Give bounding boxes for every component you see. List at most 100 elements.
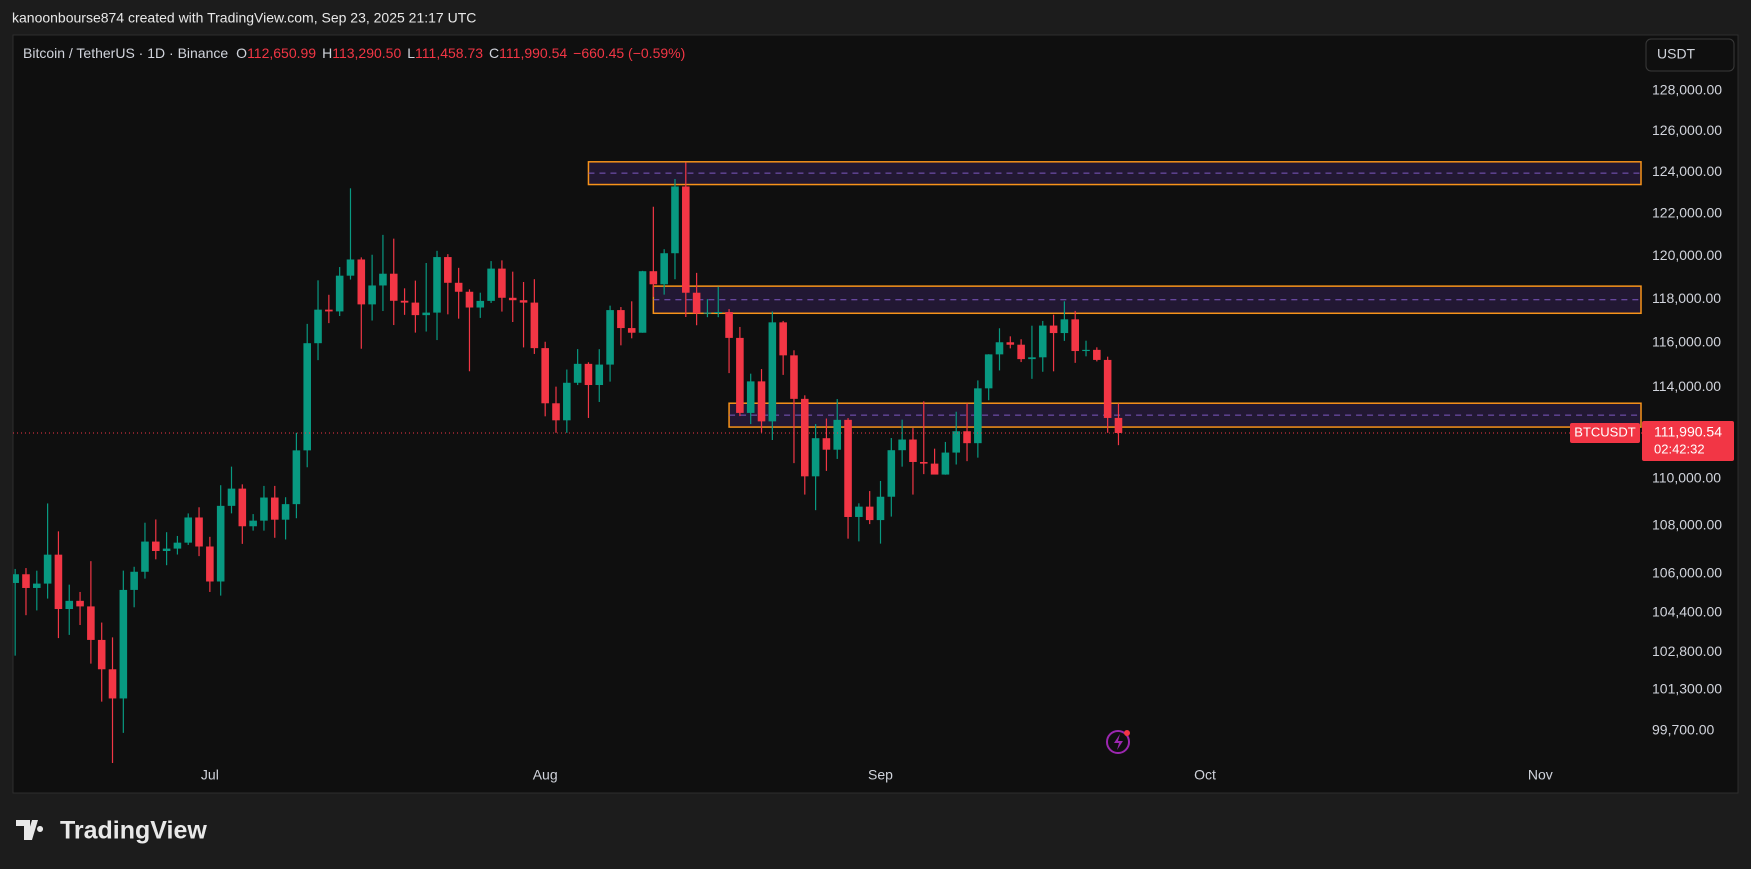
currency-button-label[interactable]: USDT bbox=[1657, 46, 1696, 62]
candle-body bbox=[76, 600, 84, 607]
logo-text: TradingView bbox=[60, 817, 207, 845]
legend: Bitcoin / TetherUS · 1D · Binance O112,65… bbox=[23, 45, 685, 61]
x-tick-label: Nov bbox=[1528, 767, 1553, 783]
header: kanoonbourse874 created with TradingView… bbox=[12, 10, 476, 26]
candle-body bbox=[216, 505, 225, 582]
alert-dot bbox=[1124, 730, 1130, 736]
y-tick-label: 104,400.00 bbox=[1652, 603, 1722, 619]
candle-body bbox=[195, 517, 203, 547]
y-tick-label: 116,000.00 bbox=[1652, 334, 1721, 350]
candle-body bbox=[270, 497, 279, 520]
candle-body bbox=[606, 310, 614, 365]
countdown-label: 02:42:32 bbox=[1654, 441, 1705, 456]
candle-body bbox=[1093, 349, 1101, 360]
candle-body bbox=[87, 606, 95, 640]
candle-body bbox=[184, 517, 193, 543]
candle-body bbox=[779, 322, 787, 356]
logo-icon bbox=[16, 820, 44, 840]
y-tick-label: 108,000.00 bbox=[1652, 517, 1722, 533]
candle-body bbox=[552, 403, 560, 421]
y-tick-label: 120,000.00 bbox=[1652, 247, 1722, 263]
x-tick-label: Jul bbox=[201, 767, 219, 783]
candle-body bbox=[671, 186, 679, 254]
legend-value: 111,458.73 bbox=[415, 45, 483, 61]
candle-body bbox=[249, 520, 257, 527]
legend-key: C bbox=[489, 45, 499, 61]
candle-body bbox=[703, 312, 712, 314]
candle-body bbox=[368, 285, 376, 305]
candle-body bbox=[530, 302, 539, 349]
candle-body bbox=[400, 300, 409, 303]
candle-body bbox=[930, 463, 939, 475]
candle-body bbox=[725, 312, 733, 338]
candle-body bbox=[281, 504, 290, 520]
candle-body bbox=[898, 439, 906, 451]
y-tick-label: 124,000.00 bbox=[1652, 163, 1722, 179]
candle-body bbox=[411, 302, 420, 316]
candle-body bbox=[855, 506, 863, 517]
candle-body bbox=[173, 542, 182, 549]
candle-body bbox=[422, 312, 430, 316]
candle-body bbox=[617, 310, 625, 329]
candle-body bbox=[974, 388, 982, 444]
candle-body bbox=[714, 312, 723, 314]
candle-body bbox=[822, 438, 831, 450]
candle-body bbox=[346, 259, 355, 276]
candle-body bbox=[238, 488, 247, 527]
candle-body bbox=[65, 600, 74, 610]
candle-body bbox=[357, 259, 366, 305]
candle-body bbox=[746, 381, 755, 413]
candle-body bbox=[141, 541, 149, 572]
candle-body bbox=[757, 381, 766, 422]
candle-body bbox=[952, 431, 961, 453]
y-tick-label: 101,300.00 bbox=[1652, 681, 1722, 697]
candle-body bbox=[476, 300, 485, 308]
candle-body bbox=[692, 292, 701, 314]
alert-ring bbox=[1106, 730, 1130, 754]
candle-body bbox=[303, 343, 312, 451]
alert-bolt bbox=[1114, 734, 1123, 750]
candle-body bbox=[844, 419, 852, 517]
legend-value: 111,990.54 bbox=[499, 45, 567, 61]
candle-body bbox=[444, 257, 452, 283]
legend-change: −660.45 (−0.59%) bbox=[573, 45, 685, 61]
candle-body bbox=[1038, 325, 1047, 358]
currency-button[interactable] bbox=[1645, 38, 1735, 72]
y-tick-label: 106,000.00 bbox=[1652, 564, 1722, 580]
candle-body bbox=[1049, 325, 1058, 334]
candle-body bbox=[584, 363, 593, 386]
candle-body bbox=[22, 574, 30, 588]
alert-icon[interactable] bbox=[1106, 730, 1130, 754]
candle-body bbox=[833, 419, 842, 450]
legend-key: O bbox=[236, 45, 247, 61]
zone bbox=[652, 285, 1642, 315]
y-tick-label: 102,800.00 bbox=[1652, 643, 1722, 659]
candle-body bbox=[563, 382, 571, 421]
legend-value: 112,650.99 bbox=[247, 45, 316, 61]
candle-body bbox=[876, 496, 885, 521]
candle-body bbox=[498, 268, 506, 298]
candle-body bbox=[1017, 344, 1025, 360]
candle-body bbox=[97, 639, 106, 670]
candle-body bbox=[314, 309, 322, 344]
y-tick-label: 126,000.00 bbox=[1652, 122, 1722, 138]
candle-body bbox=[984, 354, 993, 389]
candle-body bbox=[768, 322, 777, 422]
y-tick-label: 114,000.00 bbox=[1652, 378, 1721, 394]
logo: TradingView bbox=[16, 817, 207, 845]
candle-body bbox=[454, 282, 463, 292]
candle-body bbox=[649, 271, 658, 285]
candle-body bbox=[1060, 319, 1069, 334]
candle-body bbox=[800, 398, 809, 477]
y-tick-label: 118,000.00 bbox=[1652, 290, 1721, 306]
candle-body bbox=[1082, 349, 1090, 352]
symbol-tag-label: BTCUSDT bbox=[1574, 424, 1635, 439]
candle-body bbox=[119, 589, 128, 699]
candle-body bbox=[162, 548, 171, 551]
candle-body bbox=[995, 342, 1004, 355]
candle-body bbox=[1028, 357, 1036, 360]
candle-body bbox=[736, 337, 744, 413]
candle-body bbox=[541, 348, 549, 404]
